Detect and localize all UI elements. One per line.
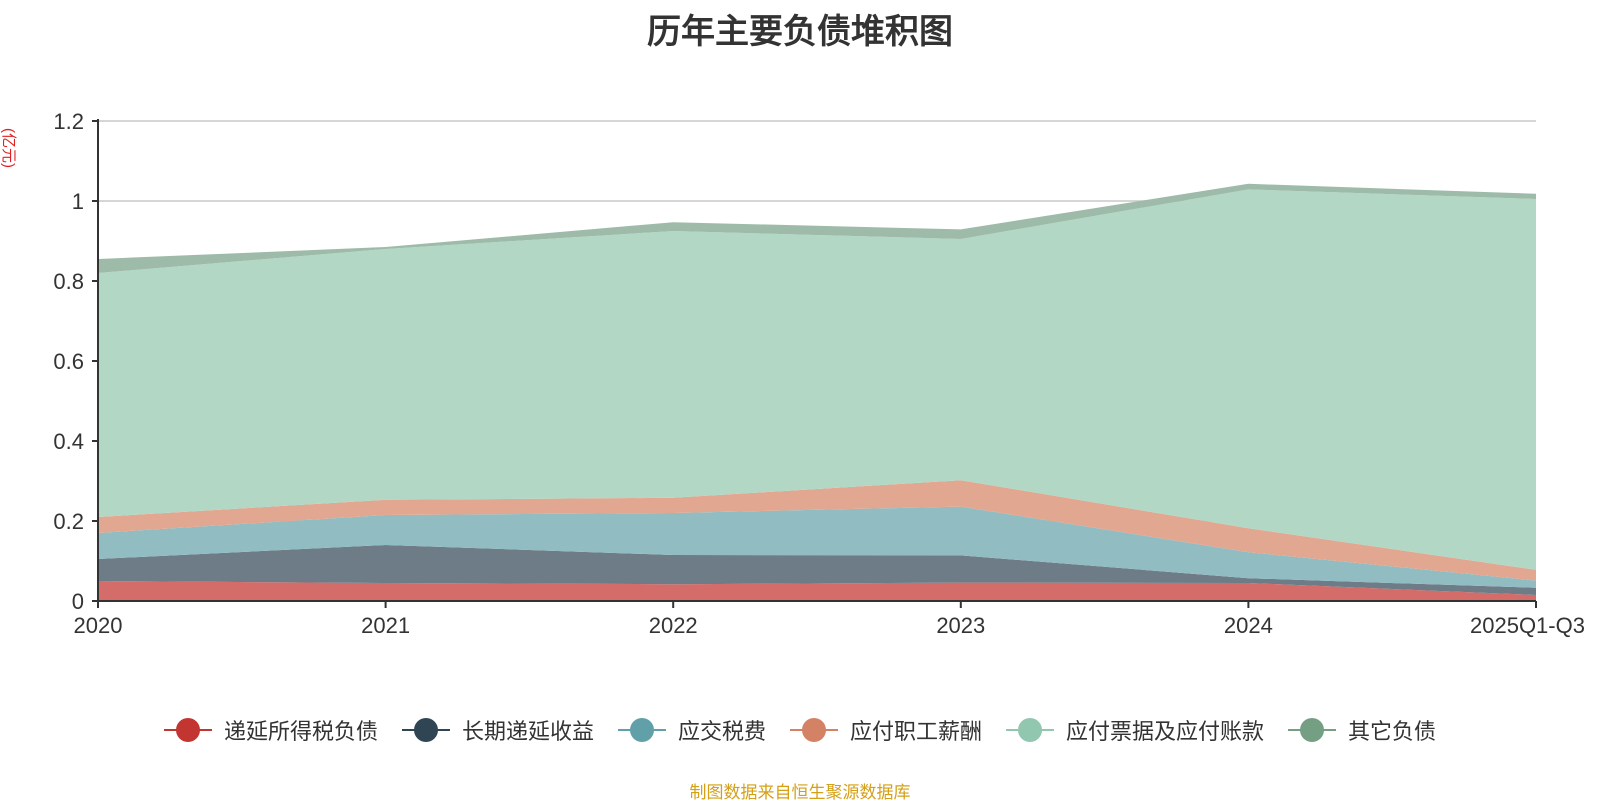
- legend-marker-icon: [1006, 717, 1055, 743]
- legend-label: 其它负债: [1348, 719, 1437, 744]
- area-3: [98, 480, 1536, 581]
- y-tick-label: 0.8: [53, 269, 84, 294]
- legend-label: 应交税费: [677, 719, 766, 744]
- legend-marker-dot: [413, 718, 438, 742]
- legend-item-4[interactable]: 应付票据及应付账款: [1006, 714, 1264, 746]
- y-tick-label: 0.6: [53, 349, 84, 374]
- legend: 递延所得税负债 长期递延收益 应交税费 应付职工薪酬 应付票据及应付账款 其它负债: [0, 714, 1600, 746]
- legend-marker-icon: [163, 717, 212, 743]
- area-4: [98, 189, 1536, 570]
- legend-label: 递延所得税负债: [223, 719, 378, 744]
- legend-label: 应付职工薪酬: [850, 719, 983, 744]
- area-0: [98, 581, 1536, 601]
- legend-marker-icon: [1288, 717, 1337, 743]
- axes: [92, 119, 1537, 608]
- x-tick-label: 2024: [1224, 613, 1273, 638]
- legend-marker-icon: [401, 717, 450, 743]
- area-2: [98, 506, 1536, 588]
- x-tick-label: 2022: [649, 613, 698, 638]
- legend-marker-dot: [1300, 718, 1325, 742]
- y-tick-label: 1: [72, 189, 84, 214]
- legend-marker-dot: [802, 718, 826, 742]
- legend-marker-dot: [629, 718, 654, 742]
- y-tick-label: 0.2: [53, 509, 84, 534]
- legend-marker-dot: [175, 718, 200, 742]
- y-tick-label: 0.4: [53, 429, 84, 454]
- x-tick-label: 2020: [74, 613, 123, 638]
- legend-item-1[interactable]: 长期递延收益: [401, 714, 594, 746]
- legend-item-3[interactable]: 应付职工薪酬: [790, 714, 982, 746]
- legend-label: 应付票据及应付账款: [1066, 719, 1265, 744]
- legend-marker-icon: [790, 717, 838, 743]
- tick-labels: 0 0.2 0.4 0.6 0.8 1 1.2 2020 2021 2022 2023 2024 202…: [53, 109, 1585, 638]
- chart-title: 历年主要负债堆积图: [647, 13, 953, 51]
- legend-marker-dot: [1018, 718, 1043, 742]
- source-note: 制图数据来自恒生聚源数据库: [689, 783, 911, 802]
- y-tick-label: 0: [72, 589, 84, 614]
- area-series: [98, 183, 1536, 601]
- legend-marker-icon: [617, 717, 666, 743]
- legend-item-0[interactable]: 递延所得税负债: [163, 714, 378, 746]
- x-tick-label: 2021: [361, 613, 410, 638]
- legend-item-2[interactable]: 应交税费: [617, 714, 766, 746]
- legend-item-5[interactable]: 其它负债: [1288, 714, 1436, 746]
- legend-label: 长期递延收益: [461, 719, 594, 744]
- x-tick-label: 2025Q1-Q3: [1470, 613, 1585, 638]
- x-tick-label: 2023: [936, 613, 985, 638]
- area-5: [98, 183, 1536, 273]
- area-1: [98, 545, 1536, 595]
- y-tick-label: 1.2: [53, 109, 84, 134]
- stacked-area-chart: 0 0.2 0.4 0.6 0.8 1 1.2 2020 2021 2022 2023 2024 202…: [53, 109, 1585, 638]
